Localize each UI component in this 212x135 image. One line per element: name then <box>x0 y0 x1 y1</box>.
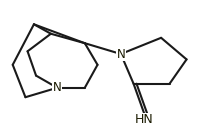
Text: HN: HN <box>135 113 153 126</box>
Text: N: N <box>116 48 125 60</box>
Text: N: N <box>53 81 62 94</box>
